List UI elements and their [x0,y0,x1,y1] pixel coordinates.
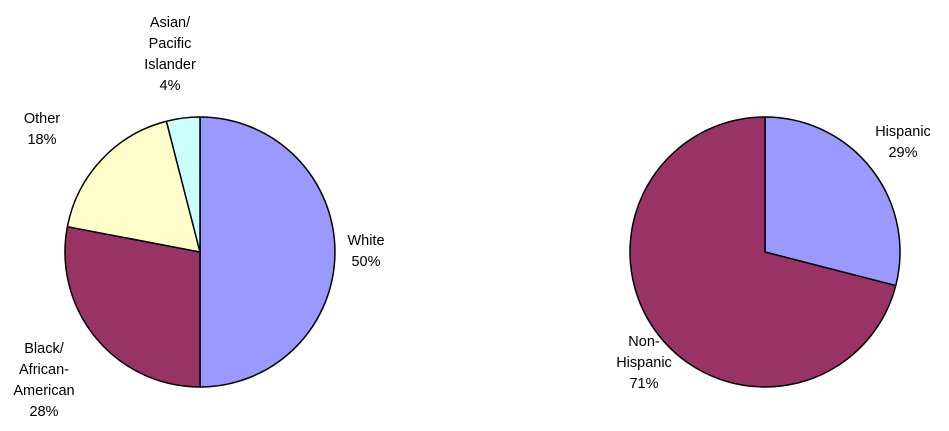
slice-label: White 50% [347,233,384,270]
slice-label: Asian/Pacific Islander 4% [144,15,196,94]
pie-slice [165,116,201,253]
slice-value-label: 50% [351,254,380,270]
slice-category-label: Islander [144,57,196,73]
slice-category-label: Non- [628,334,660,350]
slice-value-label: 71% [629,376,658,392]
slice-category-label: Black/ [24,341,64,357]
slice-label: Hispanic 29% [875,124,931,161]
pie-slice [66,120,201,253]
slice-category-label: Pacific [149,36,192,52]
slice-label: Other 18% [24,111,60,148]
pie-slice [629,116,897,388]
slice-category-label: Hispanic [875,124,931,140]
slice-value-label: 28% [29,404,58,420]
slice-label: Black/African- American 28% [13,341,74,420]
slice-category-label: Hispanic [616,355,672,371]
pie-slice [199,116,336,388]
slice-category-label: Asian/ [150,15,191,31]
slice-value-label: 29% [888,145,917,161]
slice-category-label: Other [24,111,60,127]
ethnicity-pie-chart: Hispanic 29% Non- Hispanic 71% [616,116,931,392]
slice-category-label: African- [19,362,69,378]
slice-category-label: White [347,233,384,249]
slice-label: Non- Hispanic 71% [616,334,672,392]
pie-slice [64,225,201,388]
slice-category-label: American [13,383,74,399]
pie-slice [764,116,901,287]
slice-value-label: 18% [27,132,56,148]
slice-value-label: 4% [160,78,181,94]
race-pie-chart: White 50% Black/African- American 28% Other 18… [13,15,384,420]
